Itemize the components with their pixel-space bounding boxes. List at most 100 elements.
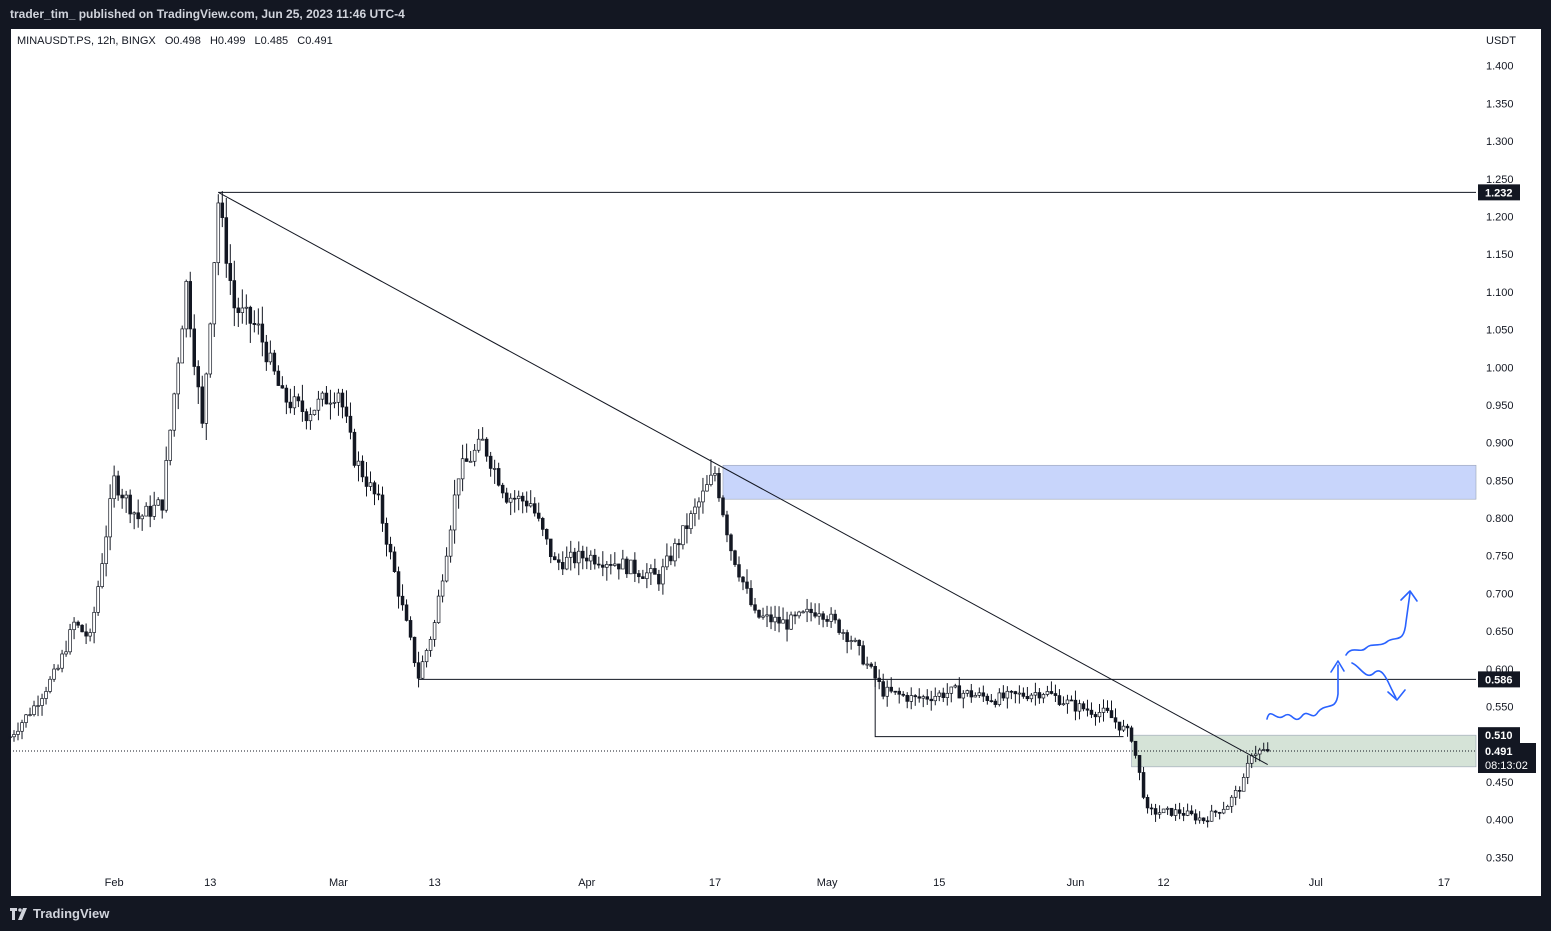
candle-down: [1141, 772, 1146, 798]
range-low-line: [874, 679, 1124, 738]
candle-down: [725, 514, 729, 536]
price-level-badge: [1478, 671, 1520, 688]
candle-down: [1177, 809, 1182, 814]
candle-up: [1005, 690, 1010, 699]
x-axis-tick-label: Feb: [105, 877, 124, 889]
candle-up: [516, 495, 521, 499]
candle-down: [757, 609, 761, 618]
candle-up: [320, 392, 325, 400]
candle-up: [156, 499, 160, 506]
candle-up: [661, 566, 665, 585]
candle-down: [128, 494, 132, 515]
candle-up: [997, 692, 1002, 705]
tradingview-brand[interactable]: TradingView: [10, 906, 109, 921]
candle-up: [36, 705, 40, 707]
candle-up: [1033, 692, 1038, 696]
candle-down: [745, 581, 749, 589]
candle-down: [625, 558, 629, 575]
candle-down: [633, 559, 637, 574]
candle-up: [1077, 703, 1082, 712]
candle-up: [761, 615, 765, 618]
candle-down: [585, 557, 589, 562]
candle-down: [224, 217, 229, 264]
x-axis-tick-label: 13: [204, 877, 216, 889]
candle-up: [424, 650, 429, 663]
candle-up: [1097, 712, 1102, 718]
candle-down: [1133, 740, 1138, 756]
candle-down: [1189, 810, 1194, 815]
candle-down: [989, 700, 994, 702]
candle-up: [817, 613, 821, 617]
candle-down: [536, 512, 541, 519]
candle-down: [364, 476, 369, 487]
candle-up: [48, 678, 52, 692]
publish-header: trader_tim_ published on TradingView.com…: [0, 0, 1551, 26]
candle-down: [1117, 721, 1122, 731]
candle-up: [52, 668, 56, 680]
supply-zone: [722, 464, 1477, 500]
candle-up: [1209, 810, 1214, 822]
candle-down: [1201, 817, 1206, 822]
candle-up: [829, 613, 833, 622]
candle-down: [252, 323, 257, 325]
candle-down: [408, 620, 413, 638]
candle-down: [500, 484, 505, 494]
candle-down: [396, 571, 401, 597]
candle-up: [164, 460, 168, 511]
candle-down: [1053, 693, 1058, 696]
candle-up: [452, 494, 457, 531]
candle-down: [925, 696, 930, 700]
candle-down: [1089, 709, 1094, 715]
candle-down: [1145, 797, 1150, 809]
current-price-badge: [1478, 743, 1536, 774]
candle-up: [204, 373, 209, 424]
candle-down: [380, 494, 385, 524]
candle-down: [729, 534, 733, 552]
candle-up: [605, 564, 609, 568]
candle-down: [873, 666, 877, 679]
candle-down: [881, 681, 885, 697]
candle-up: [208, 323, 213, 375]
candle-down: [360, 460, 365, 478]
candle-down: [637, 573, 641, 578]
candle-up: [308, 414, 313, 422]
candle-up: [244, 306, 249, 309]
descending-trendline: [218, 191, 1268, 766]
candle-down: [376, 493, 381, 496]
candle-down: [1001, 692, 1006, 699]
candle-up: [240, 307, 245, 313]
candle-down: [532, 503, 537, 514]
candle-up: [480, 438, 485, 441]
candle-up: [613, 563, 617, 566]
candle-up: [1029, 694, 1034, 700]
candle-down: [120, 494, 124, 499]
x-axis-tick-label: May: [817, 877, 838, 889]
candle-up: [629, 559, 633, 575]
candle-up: [765, 614, 769, 617]
candle-up: [144, 505, 148, 517]
candle-up: [1121, 725, 1126, 731]
candle-up: [681, 525, 685, 546]
candle-down: [929, 698, 934, 702]
candle-up: [1233, 790, 1238, 798]
candle-down: [404, 604, 409, 621]
candle-up: [961, 692, 966, 699]
x-axis-tick-label: Jun: [1067, 877, 1085, 889]
y-axis-tick-label: 1.100: [1486, 287, 1514, 299]
candle-down: [520, 495, 525, 502]
candle-up: [112, 475, 116, 500]
candle-up: [841, 632, 845, 634]
candle-up: [100, 563, 104, 587]
candle-down: [581, 550, 585, 559]
candle-down: [524, 500, 529, 507]
x-axis-tick-label: Mar: [329, 877, 348, 889]
y-axis-tick-label: 1.250: [1486, 174, 1514, 186]
candle-down: [809, 608, 813, 614]
x-axis-tick-label: 12: [1157, 877, 1169, 889]
candle-up: [44, 691, 48, 699]
candle-up: [184, 281, 188, 330]
y-axis-tick-label: 1.350: [1486, 98, 1514, 110]
price-level-label: 1.232: [1485, 187, 1513, 199]
candle-up: [937, 692, 942, 697]
